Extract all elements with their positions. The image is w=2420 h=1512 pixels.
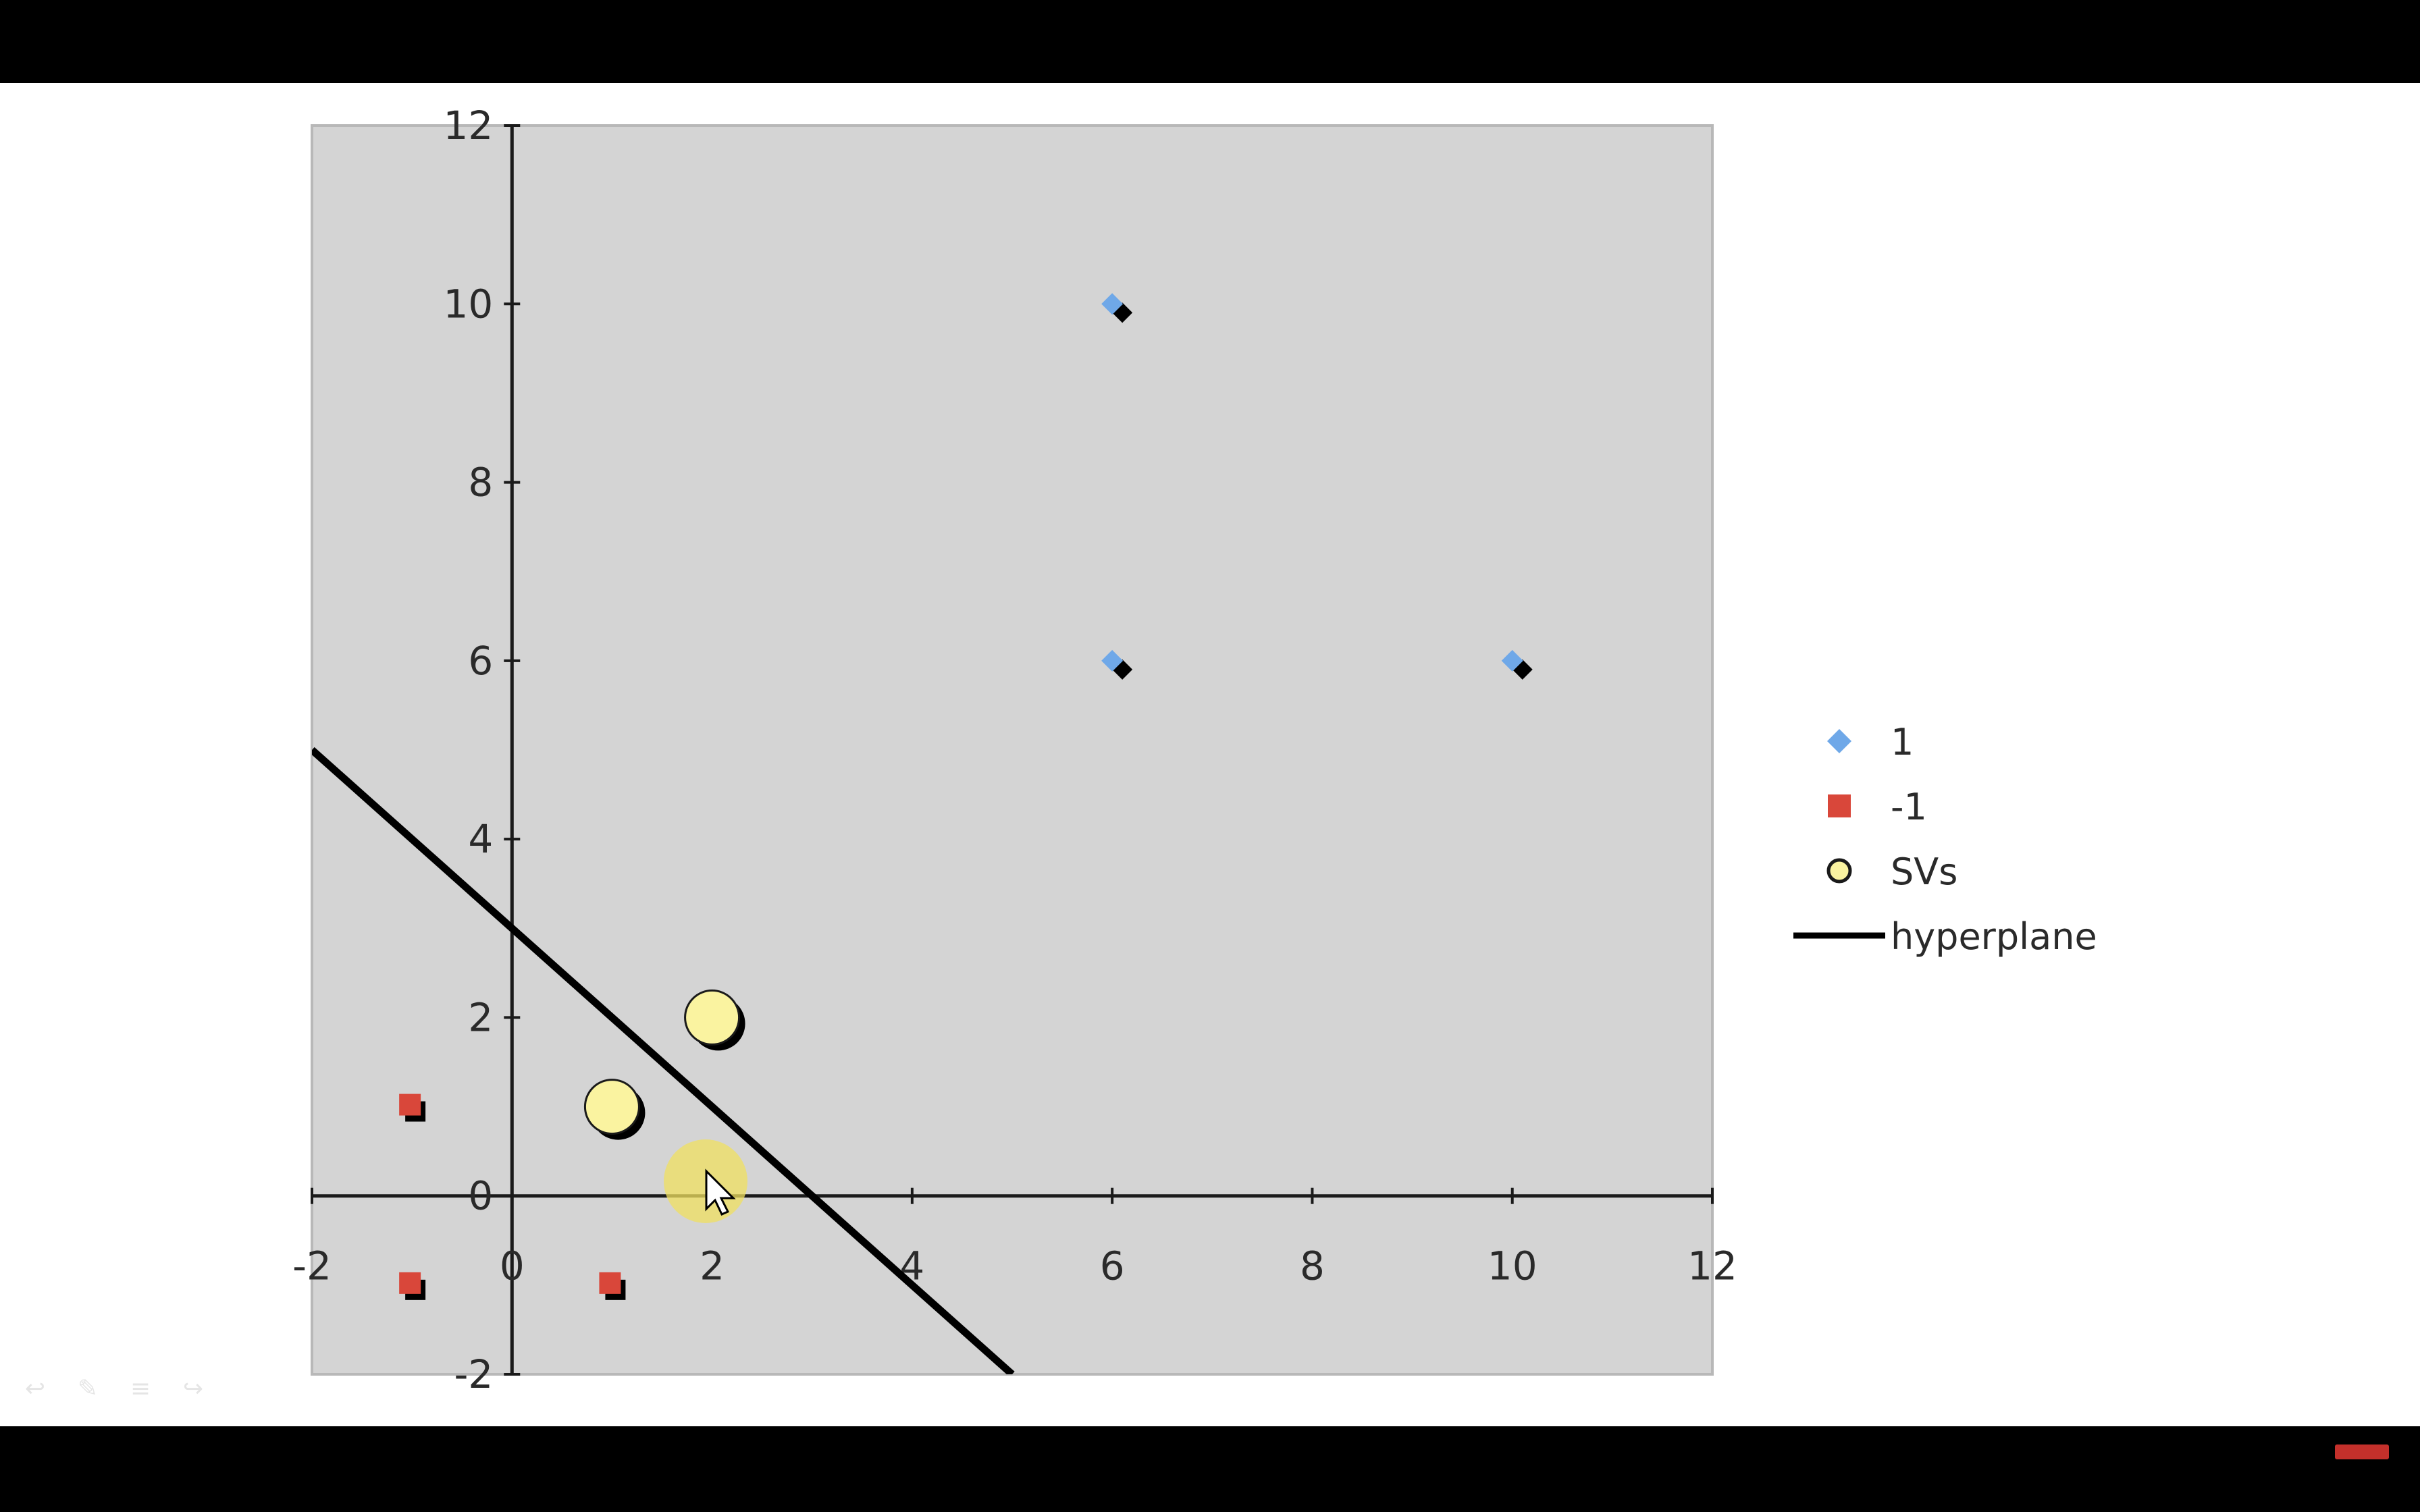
sv-point (684, 989, 741, 1046)
mouse-pointer-icon (664, 1139, 747, 1223)
legend-marker-neg1 (1828, 794, 1851, 817)
class-1-point (1501, 649, 1523, 672)
forward-arrow-icon[interactable]: ↪ (182, 1375, 204, 1403)
legend-marker-1 (1827, 729, 1851, 753)
class-neg1-point (599, 1272, 621, 1294)
hyperplane-line (312, 747, 1015, 1374)
legend-label: -1 (1891, 786, 1927, 828)
class-1-point (1101, 293, 1124, 315)
back-arrow-icon[interactable]: ↩ (24, 1375, 46, 1403)
legend-marker-svs (1826, 858, 1852, 884)
x-tick-label: 6 (1100, 1243, 1125, 1289)
y-tick-label: 12 (443, 103, 493, 148)
y-tick-label: 2 (468, 994, 493, 1040)
legend: 1 -1 SVs hyperplane (1793, 721, 2097, 958)
class-1-point (1101, 649, 1124, 672)
class-neg1-point (399, 1094, 421, 1116)
slide-controls: ↩ ✎ ≡ ↪ (20, 1377, 208, 1401)
axes (311, 124, 1714, 1376)
youtube-subscribe-icon[interactable] (2335, 1444, 2389, 1459)
x-tick-label: 2 (700, 1243, 725, 1289)
legend-label: SVs (1891, 850, 1957, 893)
y-tick-label: 8 (468, 460, 493, 506)
x-tick-label: -2 (292, 1243, 332, 1289)
slide: -2 0 2 4 6 8 10 12 -2 0 2 4 6 8 10 12 1 -1 SVs hyperplane (0, 83, 2420, 1426)
hyperplane-series (312, 747, 1015, 1374)
x-tick-label: 10 (1488, 1243, 1537, 1289)
class-neg1-series (399, 1094, 626, 1300)
y-tick-label: 0 (468, 1173, 493, 1219)
class-neg1-point (399, 1272, 421, 1294)
menu-icon[interactable]: ≡ (130, 1375, 151, 1403)
x-tick-label: 8 (1300, 1243, 1325, 1289)
legend-label: 1 (1891, 721, 1914, 763)
x-tick-label: 12 (1687, 1243, 1737, 1289)
y-tick-label: 6 (468, 638, 493, 684)
x-tick-label: 0 (500, 1243, 525, 1289)
y-tick-label: 10 (443, 281, 493, 327)
y-tick-label: -2 (454, 1351, 493, 1397)
y-tick-label: 4 (468, 816, 493, 862)
class-1-series (1101, 293, 1533, 680)
pen-icon[interactable]: ✎ (77, 1375, 99, 1403)
svs-series (583, 989, 745, 1140)
legend-label: hyperplane (1891, 915, 2097, 958)
sv-point (583, 1079, 640, 1135)
plot-area (311, 124, 1714, 1376)
